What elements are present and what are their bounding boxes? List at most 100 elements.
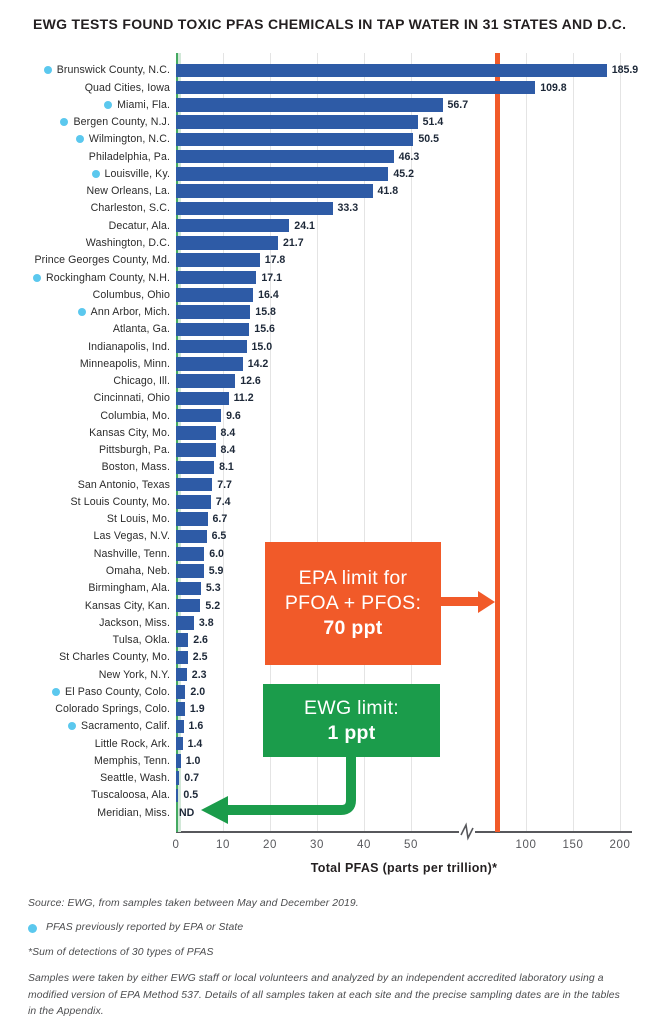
chart-row: Cincinnati, Ohio 11.2 — [0, 390, 664, 407]
row-label: Prince Georges County, Md. — [34, 254, 170, 267]
row-label-cell: Atlanta, Ga. — [0, 323, 176, 335]
chart-row: Pittsburgh, Pa. 8.4 — [0, 442, 664, 459]
chart-row: Meridian, Miss. ND — [0, 804, 664, 821]
bar-value-label: 109.8 — [540, 81, 567, 94]
row-label-cell: Pittsburgh, Pa. — [0, 444, 176, 456]
chart-row: Indianapolis, Ind. 15.0 — [0, 338, 664, 355]
gridline — [270, 53, 271, 832]
chart-row: Las Vegas, N.V. 6.5 — [0, 528, 664, 545]
bar — [176, 305, 251, 319]
epa-reported-dot-icon — [60, 118, 69, 127]
row-label-cell: New York, N.Y. — [0, 669, 176, 681]
epa-limit-callout: EPA limit for PFOA + PFOS: 70 ppt — [265, 542, 441, 665]
row-label: Sacramento, Calif. — [81, 720, 170, 733]
row-label: Omaha, Neb. — [105, 565, 170, 578]
row-label-cell: Birmingham, Ala. — [0, 582, 176, 594]
row-label: Birmingham, Ala. — [88, 582, 170, 595]
bar-cell: 6.7 — [176, 511, 664, 528]
row-label-cell: Cincinnati, Ohio — [0, 392, 176, 404]
bar-cell: 15.6 — [176, 321, 664, 338]
bar — [176, 788, 179, 803]
bar-cell: ND — [176, 804, 664, 821]
bar — [176, 771, 180, 785]
bar — [176, 564, 204, 578]
gridline — [620, 53, 621, 832]
row-label: Columbus, Ohio — [92, 288, 170, 301]
row-label-cell: Charleston, S.C. — [0, 202, 176, 214]
x-tick-label: 10 — [216, 839, 230, 851]
chart-row: Ann Arbor, Mich. 15.8 — [0, 303, 664, 320]
row-label-cell: Nashville, Tenn. — [0, 548, 176, 560]
bar-value-label: 8.4 — [220, 426, 236, 439]
row-label: New Orleans, La. — [86, 185, 170, 198]
bar — [176, 115, 418, 129]
row-label: Kansas City, Kan. — [84, 599, 170, 612]
epa-limit-line1: EPA limit for — [298, 567, 408, 590]
chart-row: Philadelphia, Pa. 46.3 — [0, 148, 664, 165]
bar — [176, 736, 183, 751]
row-label: Seattle, Wash. — [100, 772, 170, 785]
chart-row: Charleston, S.C. 33.3 — [0, 200, 664, 217]
chart-row: Brunswick County, N.C. 185.9 — [0, 62, 664, 79]
row-label: Wilmington, N.C. — [88, 133, 170, 146]
bar — [176, 322, 250, 337]
bar-value-label: 1.4 — [187, 737, 203, 750]
bar-value-label: 1.6 — [188, 720, 204, 733]
bar — [176, 650, 188, 665]
bar-value-label: 45.2 — [393, 167, 415, 180]
chart-row: Little Rock, Ark. 1.4 — [0, 735, 664, 752]
chart-row: Chicago, Ill. 12.6 — [0, 372, 664, 389]
row-label-cell: Kansas City, Mo. — [0, 427, 176, 439]
chart-row: Minneapolis, Minn. 14.2 — [0, 355, 664, 372]
epa-reported-dot-icon — [91, 169, 100, 178]
row-label: Nashville, Tenn. — [93, 547, 170, 560]
chart-row: Seattle, Wash. 0.7 — [0, 770, 664, 787]
epa-limit-value: 70 ppt — [323, 616, 383, 639]
x-tick-label: 100 — [515, 839, 537, 851]
row-label-cell: Boston, Mass. — [0, 461, 176, 473]
chart-row: St Louis, Mo. 6.7 — [0, 511, 664, 528]
bar-value-label: 8.1 — [219, 461, 234, 474]
chart-row: Louisville, Ky. 45.2 — [0, 165, 664, 182]
bar-value-label: 2.3 — [191, 668, 207, 681]
row-label: Ann Arbor, Mich. — [90, 306, 170, 319]
chart-row: Columbia, Mo. 9.6 — [0, 407, 664, 424]
bar-value-label: 15.0 — [251, 340, 273, 353]
ewg-limit-line1: EWG limit: — [303, 697, 400, 720]
row-label-cell: Quad Cities, Iowa — [0, 82, 176, 94]
bar-cell: 51.4 — [176, 113, 664, 130]
row-label-cell: Louisville, Ky. — [0, 168, 176, 180]
row-label-cell: Seattle, Wash. — [0, 772, 176, 784]
bar-cell: 14.2 — [176, 355, 664, 372]
row-label: Decatur, Ala. — [108, 219, 170, 232]
x-tick-label: 150 — [562, 839, 584, 851]
bar — [176, 201, 333, 216]
bar-cell: 2.6 — [176, 631, 664, 648]
ewg-arrow-left-icon — [201, 757, 356, 824]
bar-cell: 8.4 — [176, 442, 664, 459]
chart-row: Sacramento, Calif. 1.6 — [0, 718, 664, 735]
chart-row: Tuscaloosa, Ala. 0.5 — [0, 787, 664, 804]
epa-reported-dot-icon — [68, 722, 77, 731]
row-label: Pittsburgh, Pa. — [99, 444, 170, 457]
bar — [176, 408, 222, 423]
row-label: Meridian, Miss. — [97, 806, 170, 819]
bar — [176, 426, 216, 440]
row-label: Memphis, Tenn. — [94, 754, 170, 767]
bar-cell: 1.4 — [176, 735, 664, 752]
chart-row: San Antonio, Texas 7.7 — [0, 476, 664, 493]
bar-cell: 33.3 — [176, 200, 664, 217]
chart-row: New York, N.Y. 2.3 — [0, 666, 664, 683]
bar-cell: 6.5 — [176, 528, 664, 545]
chart-row: Decatur, Ala. 24.1 — [0, 217, 664, 234]
row-label-cell: New Orleans, La. — [0, 185, 176, 197]
row-label-cell: Memphis, Tenn. — [0, 755, 176, 767]
row-label-cell: Brunswick County, N.C. — [0, 64, 176, 76]
bar-cell: 3.8 — [176, 614, 664, 631]
chart-row: Memphis, Tenn. 1.0 — [0, 752, 664, 769]
row-label-cell: Minneapolis, Minn. — [0, 358, 176, 370]
row-label-cell: Bergen County, N.J. — [0, 116, 176, 128]
bar-cell: 21.7 — [176, 234, 664, 251]
chart-row: Kansas City, Kan. 5.2 — [0, 597, 664, 614]
row-label: Louisville, Ky. — [104, 167, 170, 180]
